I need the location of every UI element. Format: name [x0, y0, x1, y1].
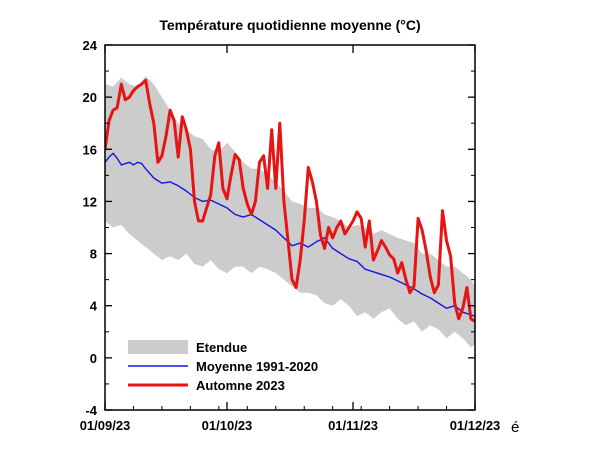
axes: -4 0 4 8 12 16 20 24 01/09/23 01/10/23 01/11/23 01/… — [80, 38, 520, 436]
legend-item: Etendue — [128, 340, 247, 355]
x-trailing-char: é — [511, 419, 519, 436]
y-tick-label: 20 — [83, 90, 97, 105]
legend-swatch-band — [128, 340, 188, 354]
y-tick-label: 12 — [83, 194, 97, 209]
chart-title: Température quotidienne moyenne (°C) — [159, 17, 420, 33]
legend-label: Moyenne 1991-2020 — [196, 359, 318, 374]
legend-item: Automne 2023 — [128, 378, 285, 393]
y-tick-label: 4 — [90, 299, 98, 314]
series-band-etendue — [105, 76, 475, 348]
x-tick-label: 01/10/23 — [202, 418, 253, 433]
x-tick-label: 01/11/23 — [328, 418, 378, 433]
x-tick-label: 01/12/23 — [450, 418, 501, 433]
legend-label: Etendue — [196, 340, 247, 355]
y-tick-label: 0 — [90, 351, 97, 366]
series-line-moyenne-1991-2020 — [105, 152, 475, 317]
y-tick-label: 24 — [83, 38, 98, 53]
x-tick-label: 01/09/23 — [80, 418, 131, 433]
y-tick-label: 8 — [90, 247, 97, 262]
legend-item: Moyenne 1991-2020 — [128, 359, 318, 374]
y-tick-label: -4 — [85, 403, 97, 418]
legend-label: Automne 2023 — [196, 378, 285, 393]
legend: Etendue Moyenne 1991-2020 Automne 2023 — [128, 340, 318, 393]
series-line-automne-2023 — [105, 78, 475, 323]
plot-area — [105, 76, 475, 348]
plot-inner — [105, 76, 475, 348]
y-tick-label: 16 — [83, 142, 97, 157]
